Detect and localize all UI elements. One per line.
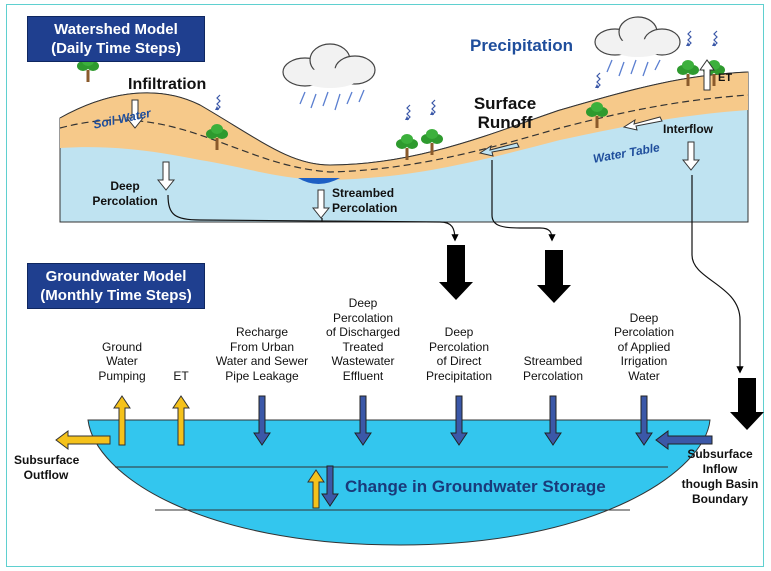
groundwater-component-label: Deep Percolation of Applied Irrigation Water xyxy=(599,311,689,384)
subsurface-inflow-arrow xyxy=(655,430,713,450)
interflow-arrow xyxy=(622,116,663,131)
component-label-line: Percolation xyxy=(332,310,394,325)
groundwater-component-label: Ground Water Pumping xyxy=(87,340,157,384)
component-label-line: Precipitation xyxy=(425,368,493,383)
component-label-line: of Discharged xyxy=(325,325,401,339)
storage-up-arrow xyxy=(307,469,325,509)
ground-surface xyxy=(59,71,749,166)
deep-percolation-label: Deep Percolation xyxy=(90,179,160,209)
subsurface-outflow-line1: Subsurface xyxy=(14,453,80,467)
interflow-arrow-head xyxy=(681,141,701,171)
stream-channel xyxy=(298,178,340,184)
connector-interflow xyxy=(691,175,744,374)
component-label-line: Water and Sewer xyxy=(215,354,309,368)
surface-runoff-line1: Surface xyxy=(473,94,537,113)
component-label-line: of Direct xyxy=(436,354,482,368)
surface-runoff-line2: Runoff xyxy=(477,113,533,132)
component-label-line: Deep xyxy=(444,325,474,339)
component-label-line: Ground xyxy=(101,339,143,354)
infiltration-label: Infiltration xyxy=(128,76,207,93)
big-arrow-streambed-to-groundwater xyxy=(537,250,571,303)
cloud-icon xyxy=(282,43,376,111)
groundwater-component-label: Deep Percolation of Discharged Treated Waste… xyxy=(313,296,413,383)
subsurface-inflow-line: Inflow xyxy=(702,462,738,476)
aquifer xyxy=(87,419,711,546)
soil-layer xyxy=(60,72,748,180)
component-label-line: of Applied xyxy=(617,339,671,354)
streambed-percolation-line2: Percolation xyxy=(332,201,398,215)
component-label-line: ET xyxy=(173,368,189,383)
component-label-line: Water xyxy=(628,368,660,383)
inflow-down-arrow xyxy=(253,395,271,446)
change-in-storage-label: Change in Groundwater Storage xyxy=(345,477,606,496)
groundwater-title-line2: (Monthly Time Steps) xyxy=(40,287,192,304)
groundwater-title-line1: Groundwater Model xyxy=(45,268,187,285)
component-label-line: Percolation xyxy=(522,368,584,383)
subsurface-inflow-label: Subsurface Inflow though Basin Boundary xyxy=(676,447,764,507)
component-label-line: From Urban xyxy=(229,339,294,354)
inflow-down-arrow xyxy=(544,395,562,446)
tree-icon xyxy=(586,72,608,128)
component-label-line: Treated xyxy=(342,339,384,354)
outflow-up-arrow xyxy=(172,395,190,446)
component-label-line: Pipe Leakage xyxy=(225,368,299,383)
component-label-line: Deep xyxy=(348,296,378,310)
soil-water-dashed-line xyxy=(59,94,749,173)
storage-down-arrow xyxy=(321,465,339,507)
component-label-line: Pumping xyxy=(98,368,146,383)
subsurface-inflow-line: though Basin xyxy=(681,477,759,491)
streambed-percolation-line1: Streambed xyxy=(332,186,395,200)
precipitation-label: Precipitation xyxy=(470,36,573,55)
streambed-percolation-label: Streambed Percolation xyxy=(332,186,397,216)
subsurface-outflow-arrow xyxy=(55,430,111,450)
component-label-line: Water xyxy=(106,354,138,368)
big-arrow-subsurface-inflow xyxy=(730,378,764,430)
inflow-down-arrow xyxy=(450,395,468,446)
tree-icon xyxy=(206,94,228,150)
outflow-up-arrow xyxy=(113,395,131,446)
deep-percolation-line1: Deep xyxy=(110,179,140,193)
et-label-watershed: ET xyxy=(718,72,733,84)
subsurface-outflow-label: Subsurface Outflow xyxy=(14,453,80,483)
diagram-frame xyxy=(6,4,764,567)
watershed-title-line1: Watershed Model xyxy=(54,21,178,38)
component-label-line: Percolation xyxy=(428,339,490,354)
subsurface-inflow-line: Subsurface xyxy=(687,447,753,461)
inflow-down-arrow xyxy=(635,395,653,446)
subsurface-outflow-line2: Outflow xyxy=(23,468,69,482)
component-label-line: Streambed xyxy=(523,354,583,368)
big-arrow-watershed-to-groundwater xyxy=(439,245,473,300)
interflow-label: Interflow xyxy=(663,122,713,136)
groundwater-model-title: Groundwater Model (Monthly Time Steps) xyxy=(27,263,205,309)
connector-surface-runoff xyxy=(491,160,556,242)
component-label-line: Irrigation xyxy=(620,354,668,368)
tree-icon xyxy=(396,104,418,160)
component-label-line: Recharge xyxy=(235,325,289,339)
inflow-down-arrow xyxy=(354,395,372,446)
cloud-icon xyxy=(594,16,681,77)
watershed-title-line2: (Daily Time Steps) xyxy=(51,40,181,57)
groundwater-component-label: Recharge From Urban Water and Sewer Pipe Le… xyxy=(207,325,317,383)
streambed-percolation-arrow xyxy=(311,189,331,219)
deep-percolation-line2: Percolation xyxy=(92,194,158,208)
component-label-line: Deep xyxy=(629,310,659,325)
groundwater-component-label: Deep Percolation of Direct Precipitation xyxy=(414,325,504,383)
tree-icon xyxy=(421,99,443,155)
component-label-line: Wastewater xyxy=(331,354,395,368)
tree-icon xyxy=(677,30,699,86)
surface-runoff-label: Surface Runoff xyxy=(460,94,550,132)
surface-runoff-arrow xyxy=(478,142,520,157)
groundwater-component-label: Streambed Percolation xyxy=(508,354,598,383)
groundwater-component-label: ET xyxy=(161,369,201,384)
infiltration-arrow xyxy=(125,99,145,129)
et-arrow xyxy=(699,59,715,91)
watershed-model-title: Watershed Model (Daily Time Steps) xyxy=(27,16,205,62)
connector-deep-percolation xyxy=(167,194,459,242)
component-label-line: Percolation xyxy=(613,325,675,339)
subsurface-inflow-line: Boundary xyxy=(691,492,748,506)
deep-percolation-arrow xyxy=(156,161,176,191)
component-label-line: Effluent xyxy=(342,368,384,383)
